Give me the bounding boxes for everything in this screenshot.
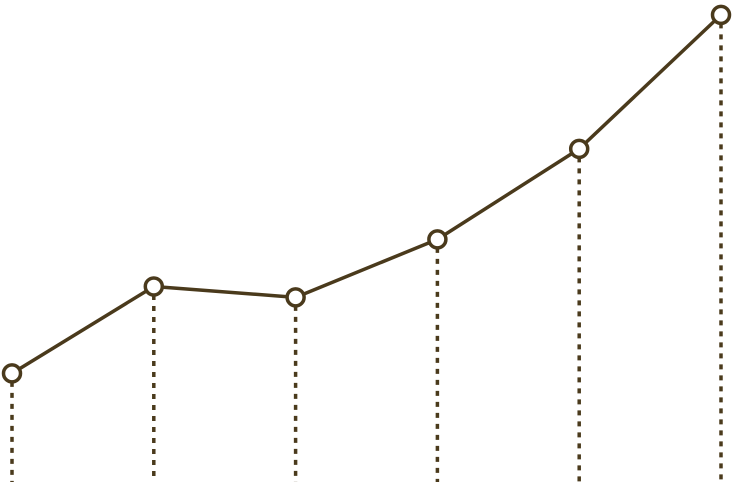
- data-point-2: [143, 276, 165, 297]
- drop-lines-group: [10, 23, 723, 482]
- data-point-4: [427, 229, 448, 250]
- markers-group: [1, 4, 732, 384]
- series-line: [10, 13, 723, 376]
- data-point-3: [285, 287, 306, 308]
- data-point-1: [1, 363, 23, 384]
- data-point-6: [710, 4, 732, 26]
- data-point-5: [568, 138, 590, 160]
